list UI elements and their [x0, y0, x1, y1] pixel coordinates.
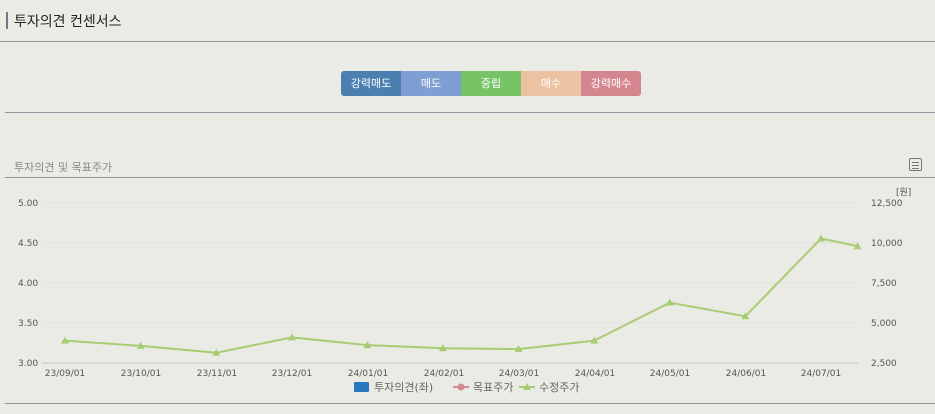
x-tick-label: 23/11/01 — [197, 369, 237, 379]
x-tick-label: 23/10/01 — [121, 369, 161, 379]
x-tick-label: 24/02/01 — [424, 369, 464, 379]
x-tick-label: 24/03/01 — [499, 369, 539, 379]
y-left-tick-label: 3.00 — [18, 359, 38, 369]
data-point — [741, 312, 750, 320]
y-left-tick-label: 3.50 — [18, 319, 38, 329]
y-left-tick-label: 4.00 — [18, 279, 38, 289]
legend-label: 수정주가 — [539, 381, 579, 394]
opinion-scale-item: 중립 — [461, 71, 521, 96]
x-tick-label: 24/01/01 — [348, 369, 388, 379]
data-point — [287, 333, 296, 341]
opinion-price-chart: 5.00 12,500 4.50 10,000 4.00 7,500 3.50 5,000 3.… — [18, 187, 911, 394]
legend-marker — [523, 383, 531, 390]
y-right-tick-label: 5,000 — [871, 319, 897, 329]
y-right-tick-label: 7,500 — [871, 279, 897, 289]
opinion-scale-item: 강력매수 — [581, 71, 641, 96]
legend-swatch — [354, 382, 369, 392]
legend-marker — [457, 383, 465, 391]
x-tick-label: 24/04/01 — [575, 369, 615, 379]
y-right-unit-label: [원] — [896, 187, 911, 198]
data-point — [590, 336, 599, 344]
opinion-scale-item: 강력매도 — [341, 71, 401, 96]
legend-label: 투자의견(좌) — [374, 381, 433, 394]
data-point — [212, 348, 221, 356]
x-tick-label: 24/07/01 — [801, 369, 841, 379]
y-left-tick-label: 4.50 — [18, 239, 38, 249]
opinion-scale: 강력매도 매도 중립 매수 강력매수 — [341, 71, 641, 96]
data-point — [665, 298, 674, 306]
opinion-scale-item: 매수 — [521, 71, 581, 96]
data-point — [514, 345, 523, 353]
data-point — [439, 344, 447, 352]
divider — [5, 112, 935, 113]
data-point — [61, 336, 69, 344]
data-point — [853, 242, 862, 250]
y-left-tick-label: 5.00 — [18, 199, 38, 209]
legend-label: 목표주가 — [473, 381, 513, 394]
opinion-scale-item: 매도 — [401, 71, 461, 96]
data-point — [136, 341, 145, 349]
data-point — [817, 234, 825, 242]
divider — [5, 403, 935, 404]
series-line — [64, 237, 858, 354]
header-accent-bar — [6, 12, 8, 29]
x-tick-label: 24/05/01 — [650, 369, 690, 379]
y-right-tick-label: 2,500 — [871, 359, 897, 369]
data-point — [363, 341, 372, 349]
x-tick-label: 23/09/01 — [45, 369, 85, 379]
x-tick-label: 24/06/01 — [726, 369, 766, 379]
section-header: 투자의견 컨센서스 — [0, 0, 935, 42]
y-right-tick-label: 10,000 — [871, 239, 903, 249]
y-right-tick-label: 12,500 — [871, 199, 903, 209]
page-title: 투자의견 컨센서스 — [14, 14, 122, 30]
chart-section-title: 투자의견 및 목표주가 — [14, 161, 113, 174]
x-tick-label: 23/12/01 — [272, 369, 312, 379]
divider — [5, 177, 935, 178]
list-icon[interactable] — [909, 158, 922, 171]
